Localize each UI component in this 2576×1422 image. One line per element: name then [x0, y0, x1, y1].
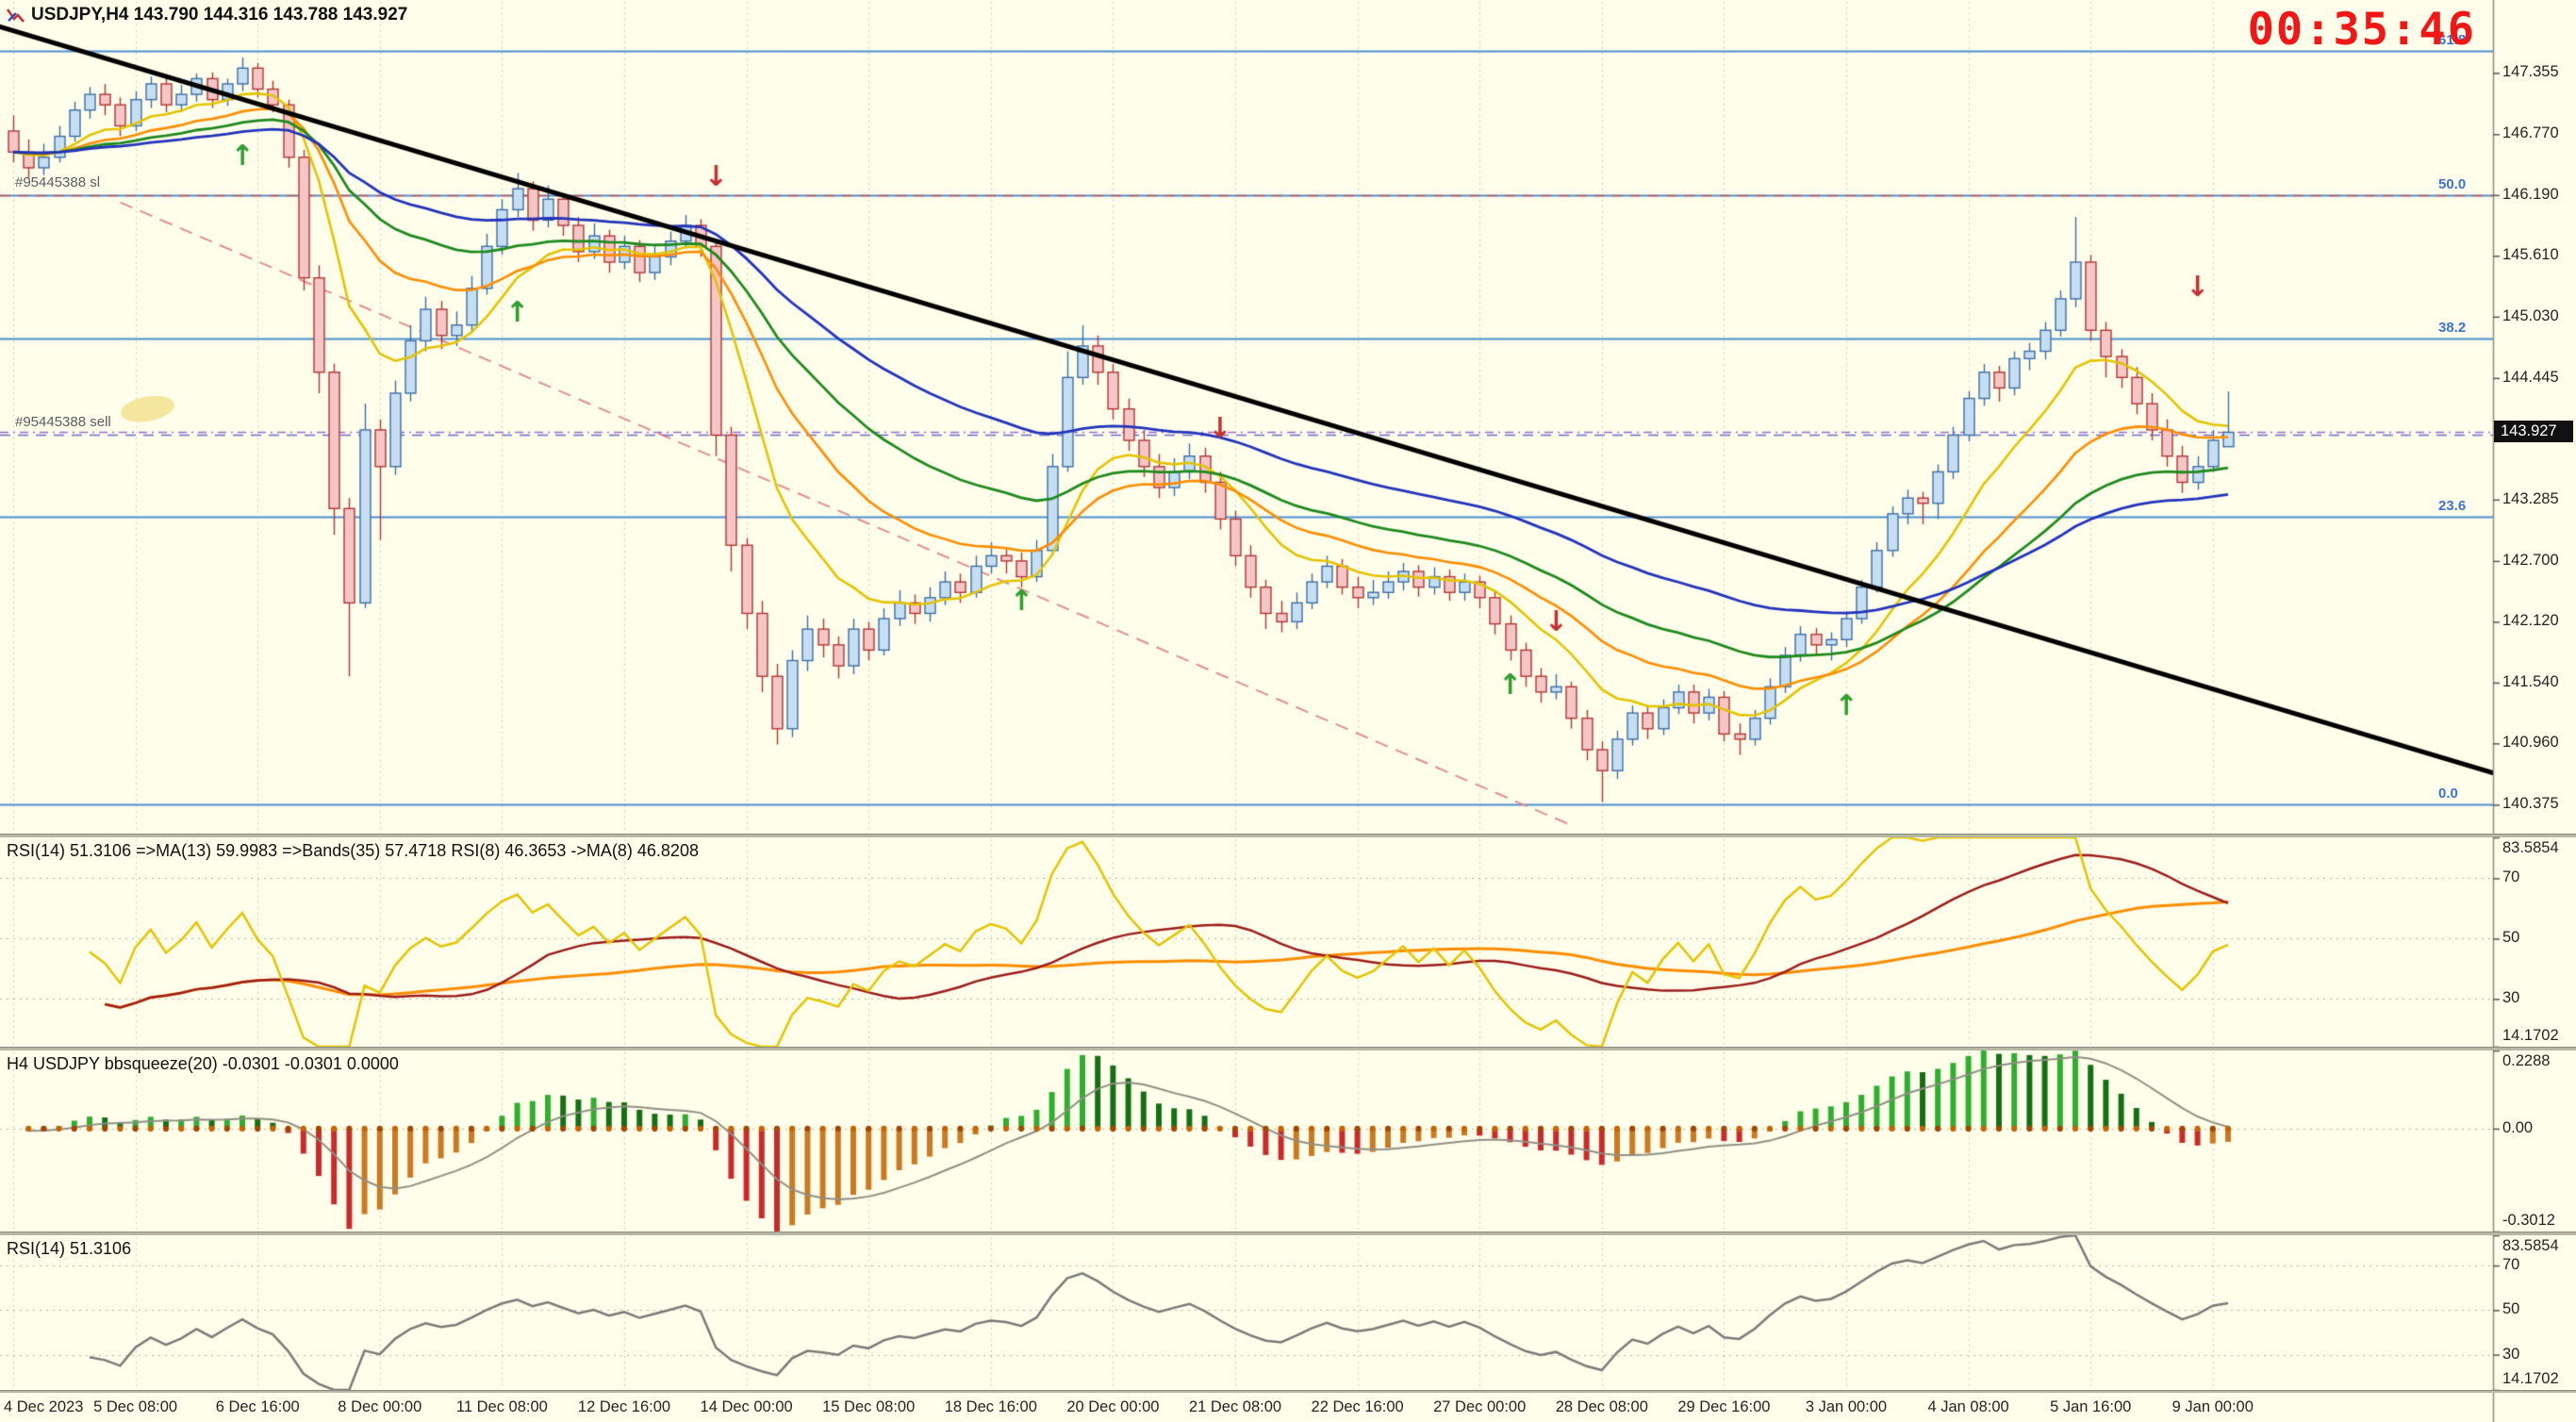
current-price-tag: 143.927 [2494, 421, 2573, 443]
indicator-axis-label: 70 [2502, 1256, 2520, 1274]
price-axis-label: 146.190 [2502, 185, 2559, 203]
time-axis-label: 5 Jan 16:00 [2050, 1398, 2132, 1415]
countdown-timer: 00:35:46 [2247, 4, 2476, 56]
time-axis-label: 9 Jan 00:00 [2171, 1398, 2254, 1415]
price-axis[interactable]: 147.355 146.770 146.190 145.610 145.030 144.4… [2494, 0, 2576, 1393]
time-axis-label: 4 Jan 08:00 [1927, 1398, 2009, 1415]
time-axis-label: 15 Dec 08:00 [822, 1398, 916, 1415]
time-axis-label: 28 Dec 08:00 [1555, 1398, 1648, 1415]
time-axis-label: 18 Dec 16:00 [944, 1398, 1037, 1415]
indicator-axis-label: 30 [2502, 1345, 2520, 1363]
price-axis-label: 140.960 [2502, 734, 2559, 752]
time-axis-label: 14 Dec 00:00 [700, 1398, 793, 1415]
pane-separator[interactable] [0, 1390, 2576, 1393]
time-axis-label: 8 Dec 00:00 [338, 1398, 422, 1415]
time-axis-label: 12 Dec 16:00 [577, 1398, 671, 1415]
price-axis-label: 145.610 [2502, 246, 2559, 264]
pane-separator[interactable] [0, 1232, 2576, 1235]
indicator-axis-label: 83.5854 [2502, 1237, 2559, 1254]
indicator-axis-label: 83.5854 [2502, 839, 2559, 856]
indicator-axis-label: 14.1702 [2502, 1027, 2559, 1044]
rsi-pane-label: RSI(14) 51.3106 [7, 1239, 132, 1258]
time-axis-label: 29 Dec 16:00 [1677, 1398, 1771, 1415]
indicator-axis-label: 50 [2502, 1300, 2520, 1318]
time-axis[interactable]: 4 Dec 2023 5 Dec 08:00 6 Dec 16:00 8 Dec 00… [0, 1393, 2576, 1422]
time-axis-label: 22 Dec 16:00 [1311, 1398, 1404, 1415]
ohlc-title: USDJPY,H4 143.790 144.316 143.788 143.92… [31, 5, 408, 25]
time-axis-label: 6 Dec 16:00 [215, 1398, 300, 1415]
indicator-axis-label: 30 [2502, 989, 2520, 1007]
time-axis-label: 11 Dec 08:00 [455, 1398, 548, 1415]
price-axis-label: 143.285 [2502, 489, 2559, 507]
price-axis-label: 147.355 [2502, 63, 2559, 81]
time-axis-label: 4 Dec 2023 [4, 1398, 84, 1415]
price-axis-label: 142.120 [2502, 612, 2559, 630]
indicator-axis-label: 70 [2502, 868, 2520, 886]
indicator-axis-label: 0.00 [2502, 1118, 2534, 1136]
price-axis-label: 142.700 [2502, 551, 2559, 569]
indicator-axis-label: 14.1702 [2502, 1370, 2559, 1387]
fib-level-label-0.0[interactable]: 0.0 [2438, 785, 2458, 802]
indicator-axis-label: -0.3012 [2502, 1212, 2555, 1229]
time-axis-label: 3 Jan 00:00 [1805, 1398, 1888, 1415]
time-axis-label: 21 Dec 08:00 [1188, 1398, 1282, 1415]
fib-level-label-61.8[interactable]: 61.8 [2438, 32, 2467, 49]
chart-title-bar: USDJPY,H4 143.790 144.316 143.788 143.92… [6, 5, 407, 25]
time-axis-label: 27 Dec 00:00 [1433, 1398, 1527, 1415]
symbol-icon [6, 6, 25, 25]
order-sell-label[interactable]: #95445388 sell [15, 414, 111, 431]
order-sl-label[interactable]: #95445388 sl [15, 174, 101, 190]
price-axis-label: 145.030 [2502, 306, 2559, 324]
price-axis-label: 140.375 [2502, 795, 2559, 813]
time-axis-label: 20 Dec 00:00 [1066, 1398, 1160, 1415]
time-axis-label: 5 Dec 08:00 [93, 1398, 178, 1415]
price-axis-label: 144.445 [2502, 368, 2559, 386]
fib-level-label-38.2[interactable]: 38.2 [2438, 320, 2467, 337]
bbsqueeze-pane-label: H4 USDJPY bbsqueeze(20) -0.0301 -0.0301 … [7, 1054, 399, 1073]
price-axis-label: 141.540 [2502, 672, 2559, 690]
pane-separator[interactable] [0, 1047, 2576, 1050]
price-axis-label: 146.770 [2502, 124, 2559, 142]
indicator-axis-label: 0.2288 [2502, 1052, 2551, 1069]
fib-level-label-50.0[interactable]: 50.0 [2438, 175, 2467, 192]
indicator-axis-label: 50 [2502, 929, 2520, 947]
pane-separator[interactable] [0, 834, 2576, 837]
rsi-multi-pane-label: RSI(14) 51.3106 =>MA(13) 59.9983 =>Bands… [7, 841, 699, 860]
fib-level-label-23.6[interactable]: 23.6 [2438, 498, 2467, 515]
